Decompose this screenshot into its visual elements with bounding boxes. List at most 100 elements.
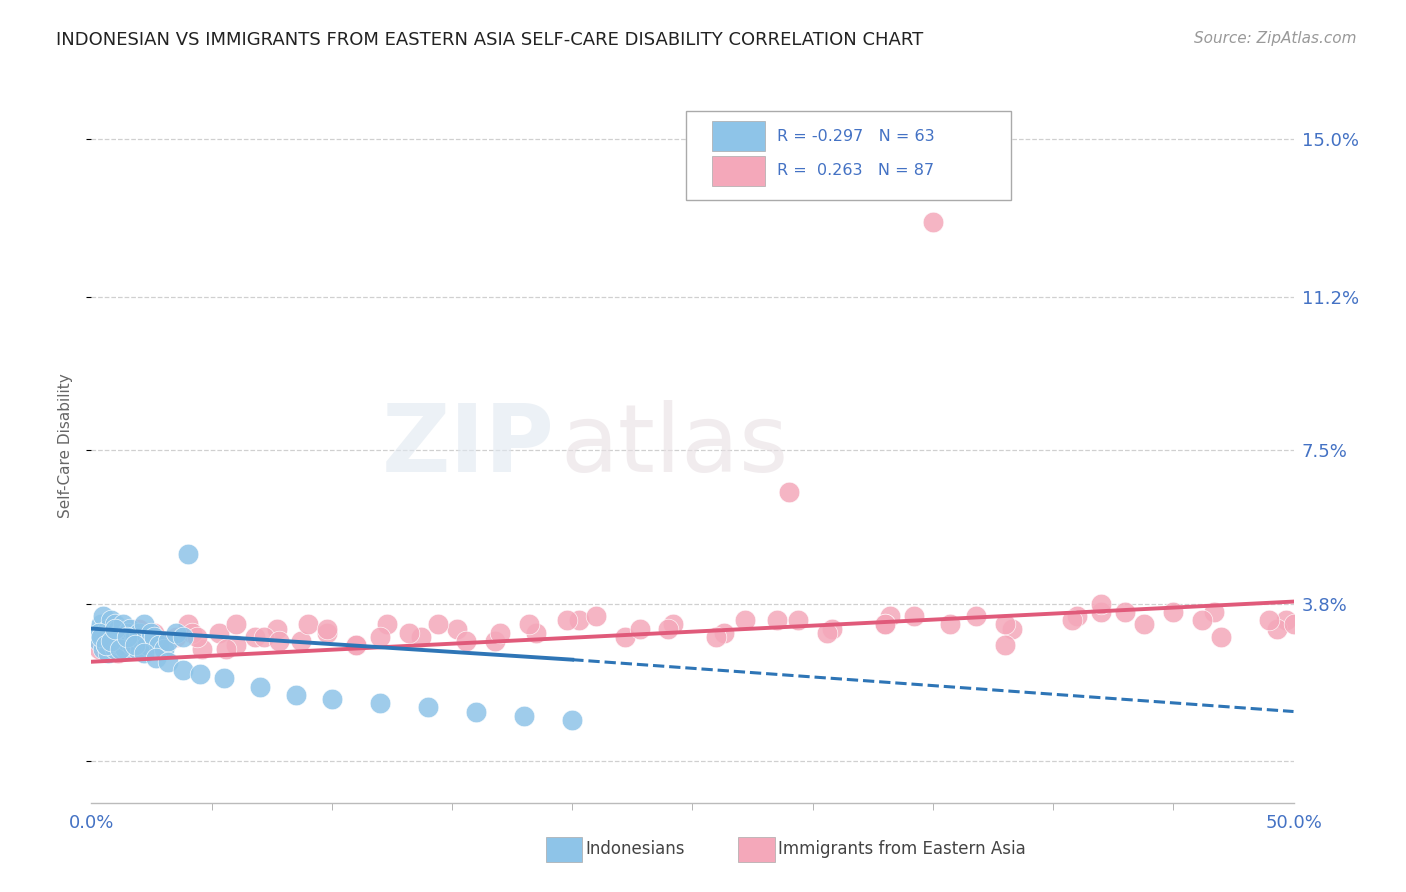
Point bbox=[344, 638, 367, 652]
Point bbox=[141, 625, 163, 640]
Point bbox=[191, 642, 214, 657]
Point bbox=[1090, 597, 1112, 611]
Point bbox=[879, 609, 901, 624]
Point bbox=[172, 630, 194, 644]
Point bbox=[124, 625, 146, 640]
Point bbox=[994, 638, 1017, 652]
Point bbox=[97, 638, 120, 652]
Point bbox=[290, 634, 312, 648]
Point bbox=[157, 634, 180, 648]
Point bbox=[107, 622, 129, 636]
Point bbox=[104, 630, 127, 644]
Point bbox=[118, 622, 141, 636]
Point bbox=[398, 625, 420, 640]
Point bbox=[1066, 609, 1088, 624]
Point bbox=[100, 634, 122, 648]
Point bbox=[93, 642, 115, 657]
Point bbox=[111, 630, 134, 644]
Point bbox=[994, 617, 1017, 632]
Point bbox=[821, 622, 844, 636]
Point bbox=[87, 642, 110, 657]
Point bbox=[165, 630, 187, 644]
Point bbox=[1204, 605, 1226, 619]
Point bbox=[1090, 605, 1112, 619]
Point bbox=[157, 655, 180, 669]
Point bbox=[489, 625, 512, 640]
Point bbox=[100, 634, 122, 648]
Point bbox=[107, 634, 129, 648]
Point bbox=[124, 638, 146, 652]
Point bbox=[111, 617, 134, 632]
Point bbox=[97, 622, 120, 636]
Point bbox=[253, 630, 276, 644]
Point bbox=[114, 642, 136, 657]
FancyBboxPatch shape bbox=[686, 111, 1011, 200]
Point bbox=[104, 642, 127, 657]
Text: INDONESIAN VS IMMIGRANTS FROM EASTERN ASIA SELF-CARE DISABILITY CORRELATION CHAR: INDONESIAN VS IMMIGRANTS FROM EASTERN AS… bbox=[56, 31, 924, 49]
Text: R = -0.297   N = 63: R = -0.297 N = 63 bbox=[776, 128, 934, 144]
Point bbox=[409, 630, 432, 644]
Point bbox=[873, 617, 896, 632]
Point bbox=[215, 642, 238, 657]
Point bbox=[93, 625, 115, 640]
Point bbox=[104, 622, 127, 636]
Point bbox=[101, 625, 124, 640]
Point bbox=[456, 634, 478, 648]
Point bbox=[778, 484, 800, 499]
Point bbox=[297, 617, 319, 632]
Point bbox=[903, 609, 925, 624]
Point bbox=[266, 622, 288, 636]
Point bbox=[416, 700, 439, 714]
Point bbox=[134, 617, 156, 632]
Point bbox=[93, 630, 115, 644]
Point bbox=[145, 650, 167, 665]
Point bbox=[1275, 613, 1298, 627]
Point bbox=[111, 630, 134, 644]
Point bbox=[100, 613, 122, 627]
Point bbox=[1211, 630, 1233, 644]
Point bbox=[734, 613, 756, 627]
Point bbox=[938, 617, 960, 632]
Point bbox=[557, 613, 579, 627]
Point bbox=[243, 630, 266, 644]
Point bbox=[118, 634, 141, 648]
Text: Source: ZipAtlas.com: Source: ZipAtlas.com bbox=[1194, 31, 1357, 46]
Point bbox=[176, 617, 198, 632]
Point bbox=[965, 609, 987, 624]
Point bbox=[94, 638, 117, 652]
Point bbox=[100, 634, 122, 648]
Point bbox=[97, 647, 120, 661]
Point bbox=[131, 634, 153, 648]
Point bbox=[321, 692, 343, 706]
Point bbox=[117, 630, 139, 644]
Point bbox=[267, 634, 290, 648]
Point bbox=[225, 638, 247, 652]
Point bbox=[124, 630, 146, 644]
Point bbox=[101, 617, 124, 632]
Point bbox=[513, 708, 536, 723]
Point bbox=[614, 630, 637, 644]
Point bbox=[517, 617, 540, 632]
Point bbox=[90, 630, 112, 644]
Point bbox=[107, 647, 129, 661]
Point bbox=[561, 713, 583, 727]
Point bbox=[93, 609, 115, 624]
Point bbox=[787, 613, 810, 627]
Point bbox=[188, 667, 211, 681]
Point bbox=[110, 638, 132, 652]
Point bbox=[662, 617, 685, 632]
Text: atlas: atlas bbox=[560, 400, 789, 492]
Point bbox=[815, 625, 838, 640]
Point bbox=[125, 622, 148, 636]
Point bbox=[125, 642, 148, 657]
Point bbox=[134, 642, 156, 657]
Point bbox=[94, 638, 117, 652]
Point bbox=[142, 630, 165, 644]
Point bbox=[1258, 613, 1281, 627]
Point bbox=[87, 625, 110, 640]
FancyBboxPatch shape bbox=[711, 121, 765, 152]
Point bbox=[585, 609, 607, 624]
Point bbox=[87, 634, 110, 648]
Point bbox=[90, 617, 112, 632]
Point bbox=[657, 622, 679, 636]
